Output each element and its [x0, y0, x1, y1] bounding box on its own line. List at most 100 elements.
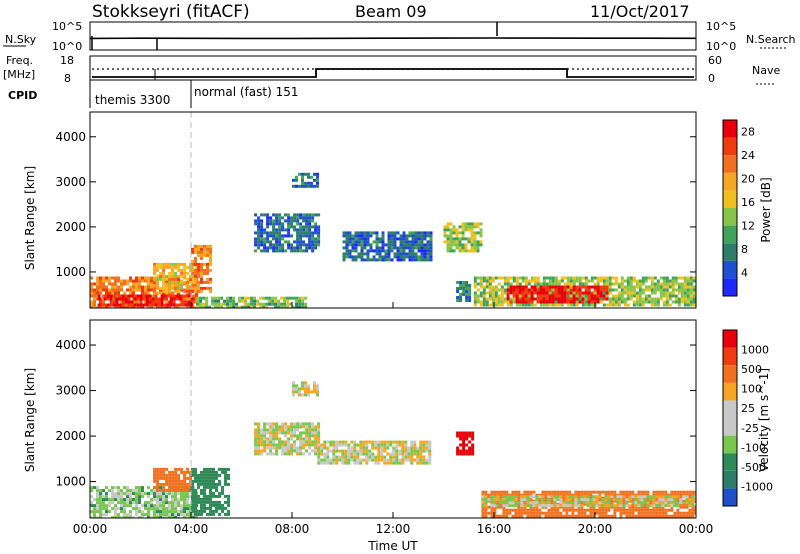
data-cell	[296, 434, 300, 438]
data-cell	[130, 294, 134, 298]
data-cell	[572, 294, 576, 298]
data-cell	[586, 498, 590, 502]
data-cell	[200, 262, 203, 266]
data-cell	[602, 297, 606, 301]
data-cell	[308, 213, 312, 217]
data-cell	[494, 276, 498, 280]
data-cell	[90, 486, 93, 490]
data-cell	[272, 440, 276, 444]
data-cell	[320, 449, 324, 453]
data-cell	[465, 296, 469, 299]
data-cell	[509, 288, 513, 292]
data-cell	[174, 516, 177, 518]
data-cell	[617, 297, 621, 301]
data-cell	[313, 384, 316, 388]
data-cell	[142, 294, 146, 298]
data-cell	[484, 490, 488, 494]
data-cell	[471, 443, 475, 447]
data-cell	[194, 509, 197, 513]
data-cell	[353, 458, 357, 462]
data-cell	[150, 288, 153, 292]
data-cell	[583, 514, 587, 518]
data-cell	[384, 243, 388, 247]
data-cell	[299, 237, 303, 241]
data-cell	[408, 234, 412, 238]
data-cell	[153, 262, 157, 266]
data-cell	[632, 279, 636, 283]
data-cell	[429, 234, 433, 238]
data-cell	[159, 288, 162, 292]
data-cell	[518, 282, 522, 286]
data-cell	[132, 492, 135, 496]
data-cell	[308, 237, 312, 241]
data-cell	[637, 490, 641, 494]
data-cell	[685, 490, 689, 494]
data-cell	[304, 393, 307, 397]
data-cell	[484, 511, 488, 515]
data-cell	[557, 297, 561, 301]
data-cell	[514, 490, 518, 494]
data-cell	[553, 514, 557, 518]
data-cell	[667, 495, 671, 499]
data-cell	[200, 497, 203, 501]
data-cell	[308, 446, 312, 450]
data-cell	[194, 286, 197, 290]
data-cell	[111, 288, 114, 292]
data-cell	[296, 246, 300, 250]
data-cell	[317, 455, 321, 459]
data-cell	[565, 508, 569, 512]
data-cell	[163, 303, 167, 307]
data-cell	[359, 461, 363, 465]
data-cell	[387, 240, 391, 244]
data-cell	[299, 452, 303, 456]
data-cell	[366, 258, 370, 262]
data-cell	[374, 440, 378, 444]
data-cell	[191, 467, 194, 471]
data-cell	[108, 282, 111, 286]
data-cell	[278, 231, 282, 235]
data-cell	[607, 490, 611, 494]
data-cell	[613, 493, 617, 497]
data-cell	[360, 240, 364, 244]
data-cell	[295, 296, 299, 300]
data-cell	[604, 490, 608, 494]
velocity-colorbar-label: Velocity [m s^-1]	[757, 368, 771, 472]
data-cell	[631, 508, 635, 512]
data-cell	[647, 294, 651, 298]
data-cell	[162, 280, 166, 284]
freq-strip: Freq. [MHz] 18 8 60 0 Nave	[3, 54, 780, 85]
data-cell	[307, 181, 310, 185]
data-cell	[414, 252, 418, 256]
data-cell	[493, 498, 497, 502]
data-cell	[378, 258, 382, 262]
data-cell	[168, 300, 171, 304]
data-cell	[317, 422, 321, 426]
data-cell	[117, 501, 120, 505]
data-cell	[314, 240, 318, 244]
data-cell	[590, 285, 594, 289]
data-cell	[209, 488, 212, 492]
data-cell	[203, 250, 206, 254]
data-cell	[408, 249, 412, 253]
data-cell	[667, 501, 671, 505]
data-cell	[607, 504, 611, 508]
data-cell	[160, 294, 164, 298]
data-cell	[362, 446, 366, 450]
data-cell	[197, 473, 200, 477]
data-cell	[138, 300, 141, 304]
data-cell	[590, 279, 594, 283]
data-cell	[314, 246, 318, 250]
data-cell	[644, 297, 648, 301]
data-cell	[593, 294, 597, 298]
data-cell	[580, 508, 584, 512]
data-cell	[341, 452, 345, 456]
data-cell	[117, 294, 120, 298]
data-cell	[547, 501, 551, 505]
data-cell	[521, 279, 525, 283]
data-cell	[425, 461, 429, 465]
data-cell	[586, 495, 590, 499]
data-cell	[314, 428, 318, 432]
data-cell	[677, 291, 681, 295]
data-cell	[595, 495, 599, 499]
data-cell	[490, 504, 494, 508]
